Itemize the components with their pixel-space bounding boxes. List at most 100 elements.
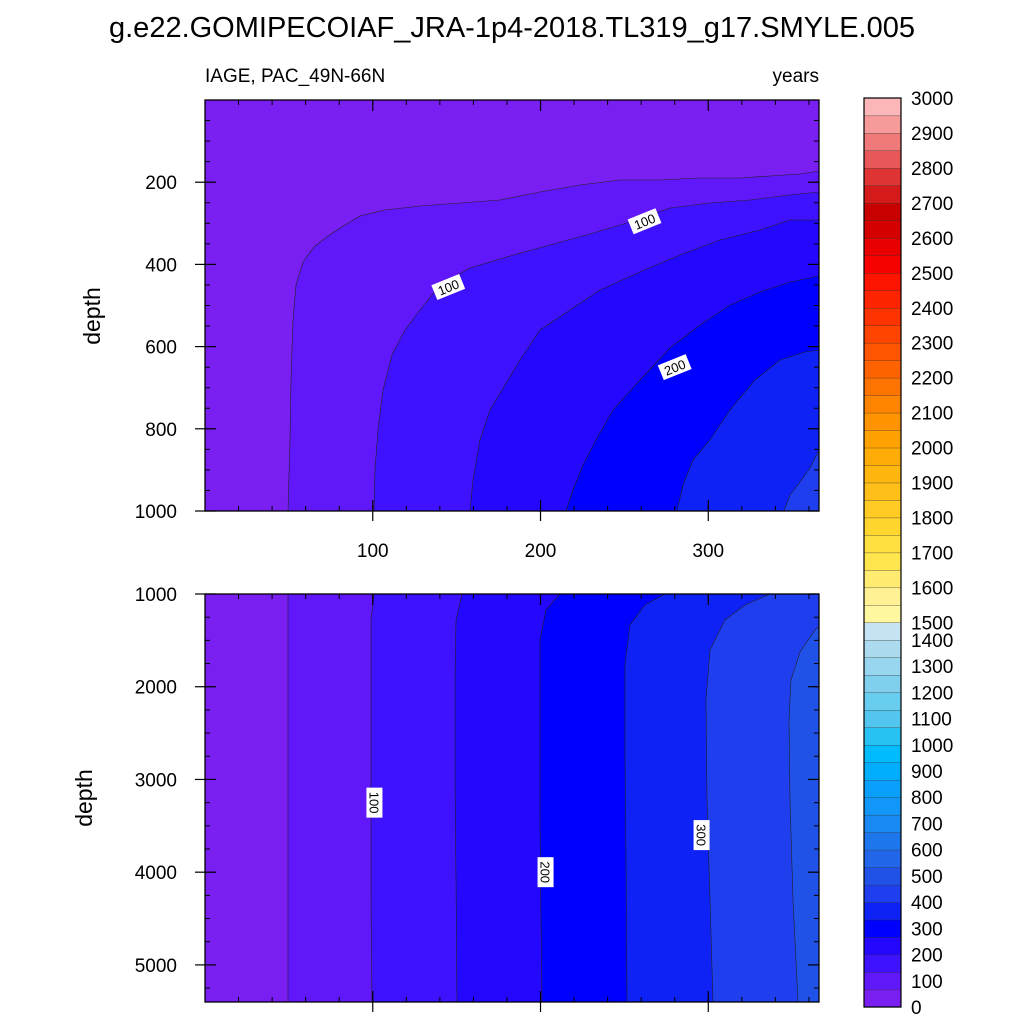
contour-label-box bbox=[431, 273, 466, 301]
top-panel: 200 400 600 800 1000 100 200 300 depth 1001002… bbox=[79, 99, 820, 562]
contour-band-250 bbox=[676, 349, 819, 511]
colorbar-label: 1100 bbox=[911, 710, 952, 731]
colorbar-box bbox=[863, 290, 902, 309]
colorbar-box bbox=[863, 936, 902, 956]
colorbar-box bbox=[863, 185, 902, 204]
contour-label-box bbox=[366, 787, 383, 818]
x-tick-label: 200 bbox=[525, 541, 557, 562]
units-label: years bbox=[773, 66, 819, 87]
bottom-contour-labels: 100 200 300 bbox=[366, 787, 710, 888]
colorbar-box bbox=[863, 639, 902, 658]
colorbar-label: 400 bbox=[911, 893, 943, 914]
colorbar-boxes bbox=[863, 97, 902, 1008]
colorbar-box bbox=[863, 429, 902, 449]
y-tick-label: 2000 bbox=[135, 678, 177, 699]
colorbar-label: 1700 bbox=[911, 544, 953, 565]
colorbar-label: 2200 bbox=[911, 369, 953, 390]
y-tick-label: 4000 bbox=[135, 863, 177, 884]
bottom-y-axis-label: depth bbox=[71, 769, 97, 827]
colorbar-box bbox=[863, 464, 902, 484]
colorbar-box bbox=[863, 849, 902, 868]
colorbar-box bbox=[863, 499, 902, 519]
colorbar-box bbox=[863, 919, 902, 938]
colorbar-box bbox=[863, 779, 902, 798]
y-tick-label: 200 bbox=[145, 173, 177, 194]
colorbar-box bbox=[863, 971, 902, 991]
top-axis-ticks bbox=[195, 99, 819, 521]
colorbar-box bbox=[863, 552, 902, 571]
y-tick-label: 600 bbox=[145, 338, 177, 359]
colorbar-box bbox=[863, 762, 902, 781]
colorbar-label: 2900 bbox=[911, 124, 953, 145]
contour-label-box bbox=[693, 820, 710, 851]
colorbar-box bbox=[863, 115, 902, 134]
y-tick-label: 3000 bbox=[135, 770, 177, 791]
y-tick-label: 1000 bbox=[135, 585, 177, 606]
colorbar-box bbox=[863, 674, 902, 693]
colorbar-box bbox=[863, 412, 902, 431]
colorbar-label: 1600 bbox=[911, 578, 953, 599]
bottom-panel: 1000 2000 3000 4000 5000 depth 100 200 300 bbox=[71, 585, 820, 1012]
colorbar-label: 300 bbox=[911, 919, 943, 940]
colorbar-box bbox=[863, 167, 902, 186]
contour-label: 100 bbox=[366, 787, 383, 818]
colorbar-box bbox=[863, 202, 902, 221]
contour-label-text: 200 bbox=[538, 861, 553, 883]
colorbar-box bbox=[863, 534, 902, 554]
colorbar-label: 800 bbox=[911, 788, 943, 809]
colorbar-label: 0 bbox=[911, 998, 922, 1019]
colorbar-box bbox=[863, 447, 902, 466]
colorbar-box bbox=[863, 517, 902, 536]
colorbar-box bbox=[863, 360, 902, 379]
colorbar-box bbox=[863, 901, 902, 921]
contour-band-300 bbox=[783, 449, 819, 511]
colorbar-label: 1400 bbox=[911, 631, 953, 652]
colorbar-box bbox=[863, 97, 902, 117]
colorbar-box bbox=[863, 832, 902, 851]
colorbar-label: 200 bbox=[911, 946, 943, 967]
colorbar-box bbox=[863, 307, 902, 326]
colorbar-label: 2600 bbox=[911, 229, 953, 250]
contour-label-text: 100 bbox=[366, 792, 381, 814]
colorbar-label: 700 bbox=[911, 814, 943, 835]
colorbar-label: 2300 bbox=[911, 334, 953, 355]
colorbar-box bbox=[863, 989, 902, 1008]
colorbar-box bbox=[863, 744, 902, 763]
colorbar-label: 100 bbox=[911, 972, 943, 993]
colorbar-box bbox=[863, 394, 902, 414]
colorbar-label: 1200 bbox=[911, 683, 953, 704]
colorbar-box bbox=[863, 482, 902, 501]
colorbar-box bbox=[863, 884, 902, 903]
colorbar-label: 2400 bbox=[911, 299, 953, 320]
colorbar-box bbox=[863, 150, 902, 169]
bottom-plot-frame bbox=[204, 593, 820, 1003]
colorbar-box bbox=[863, 325, 902, 344]
colorbar-label: 2000 bbox=[911, 439, 953, 460]
contour-band-350-deep bbox=[788, 625, 819, 1002]
colorbar-label: 900 bbox=[911, 762, 943, 783]
top-y-tick-labels: 200 400 600 800 1000 bbox=[135, 173, 177, 523]
colorbar-label: 2800 bbox=[911, 159, 953, 180]
colorbar-frame bbox=[863, 97, 902, 1008]
contour-label-box bbox=[657, 354, 692, 381]
colorbar-box bbox=[863, 255, 902, 274]
colorbar-label: 2100 bbox=[911, 404, 953, 425]
colorbar-label: 1000 bbox=[911, 736, 953, 757]
colorbar-box bbox=[863, 657, 902, 676]
y-tick-label: 400 bbox=[145, 255, 177, 276]
colorbar-box bbox=[863, 272, 902, 291]
contour-label-box bbox=[537, 857, 554, 888]
top-y-axis-label: depth bbox=[79, 287, 105, 345]
colorbar-box bbox=[863, 342, 902, 361]
colorbar-box bbox=[863, 622, 902, 641]
y-tick-label: 1000 bbox=[135, 502, 177, 523]
colorbar-label: 3000 bbox=[911, 89, 953, 110]
colorbar-box bbox=[863, 954, 902, 973]
colorbar-label: 1500 bbox=[911, 613, 953, 634]
colorbar-box bbox=[863, 692, 902, 711]
contour-label-text: 300 bbox=[694, 824, 709, 846]
colorbar-label: 600 bbox=[911, 841, 943, 862]
colorbar-box bbox=[863, 709, 902, 728]
colorbar-labels: 0 100 200 300 400 500 600 700 800 900 1000 1100 1200… bbox=[911, 89, 953, 1019]
